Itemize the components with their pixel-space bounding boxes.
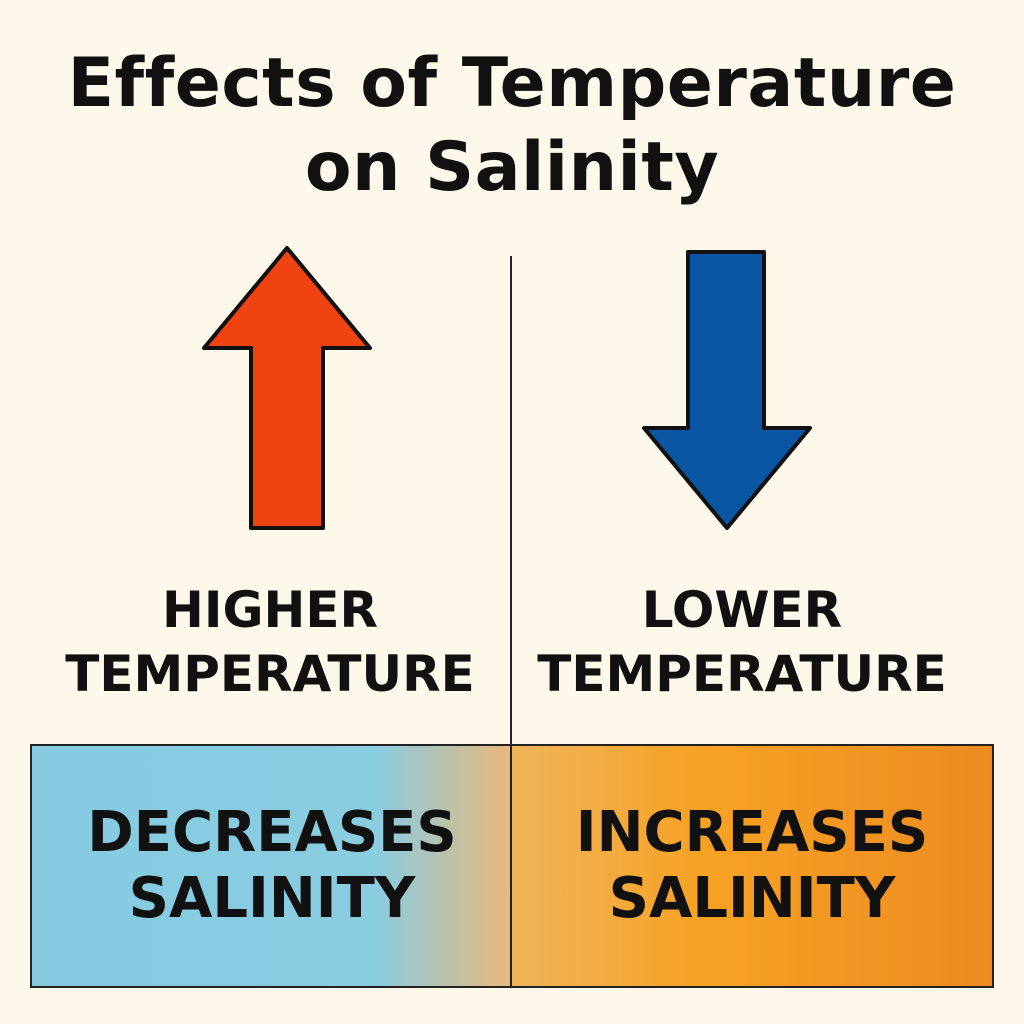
decreases-line-1: DECREASES — [87, 800, 457, 865]
arrow-up-icon — [202, 246, 372, 530]
higher-label-line-2: TEMPERATURE — [65, 645, 475, 703]
lower-label-line-1: LOWER — [641, 581, 843, 639]
higher-label-line-1: HIGHER — [162, 581, 378, 639]
arrow-up-shape — [202, 246, 372, 530]
decreases-salinity-box: DECREASES SALINITY — [30, 744, 514, 988]
page-title: Effects of Temperature on Salinity — [0, 42, 1024, 210]
lower-temperature-label: LOWER TEMPERATURE — [492, 578, 992, 706]
increases-salinity-box: INCREASES SALINITY — [510, 744, 994, 988]
title-line-1: Effects of Temperature — [67, 44, 957, 123]
decreases-line-2: SALINITY — [128, 866, 416, 931]
increases-line-2: SALINITY — [608, 866, 896, 931]
arrow-down-shape — [642, 250, 812, 530]
higher-temperature-label: HIGHER TEMPERATURE — [20, 578, 520, 706]
arrow-down-icon — [642, 250, 812, 530]
lower-label-line-2: TEMPERATURE — [537, 645, 947, 703]
title-line-2: on Salinity — [304, 128, 720, 207]
center-divider — [510, 256, 512, 746]
increases-line-1: INCREASES — [575, 800, 929, 865]
